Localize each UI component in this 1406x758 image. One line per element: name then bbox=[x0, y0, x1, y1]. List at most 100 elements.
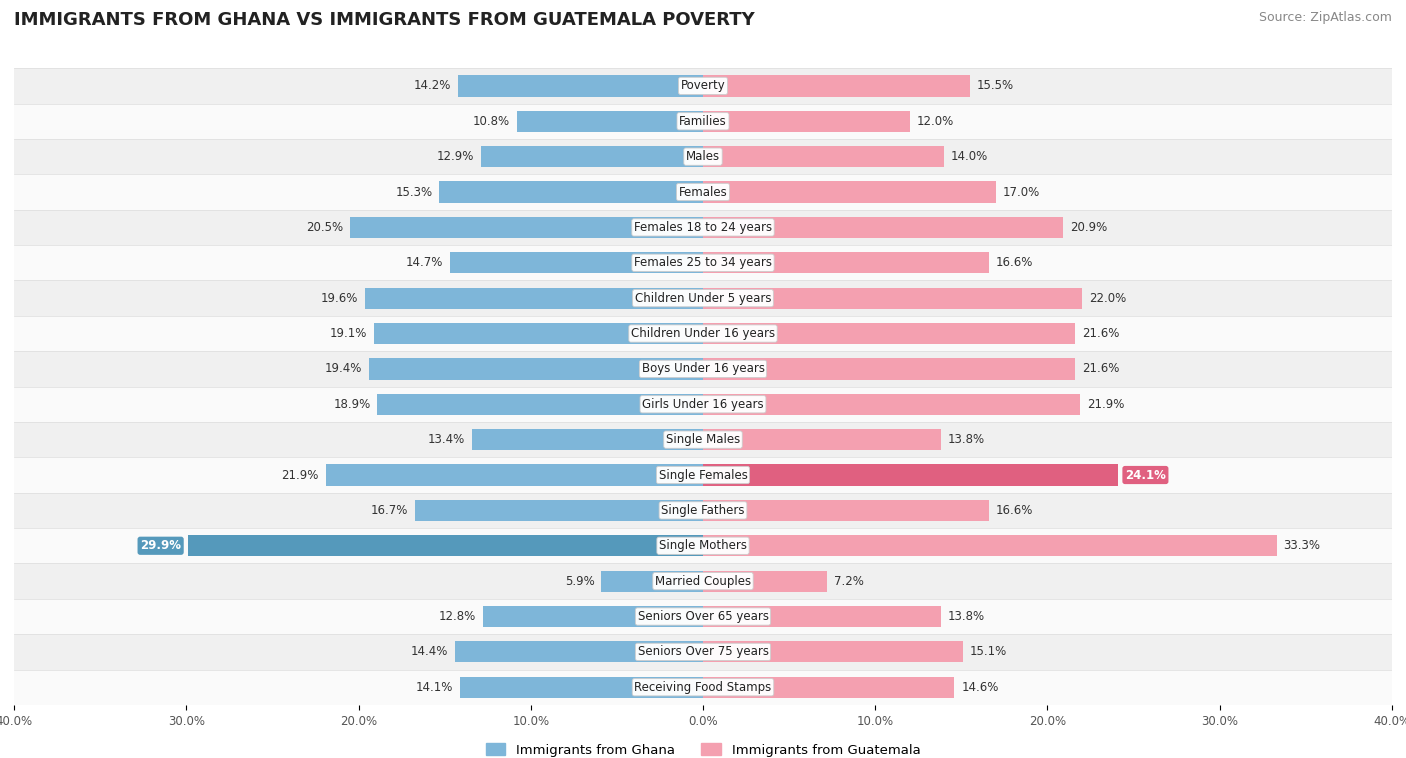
Bar bbox=[703, 323, 1076, 344]
Text: 19.4%: 19.4% bbox=[325, 362, 361, 375]
Bar bbox=[14, 387, 1392, 422]
Bar bbox=[14, 528, 1392, 563]
Bar bbox=[377, 393, 703, 415]
Text: Seniors Over 65 years: Seniors Over 65 years bbox=[637, 610, 769, 623]
Text: 16.6%: 16.6% bbox=[995, 256, 1033, 269]
Text: 18.9%: 18.9% bbox=[333, 398, 371, 411]
Bar bbox=[472, 429, 703, 450]
Text: 21.9%: 21.9% bbox=[1087, 398, 1125, 411]
Bar bbox=[14, 457, 1392, 493]
Bar bbox=[703, 429, 941, 450]
Bar bbox=[703, 217, 1063, 238]
Text: Families: Families bbox=[679, 114, 727, 128]
Bar bbox=[703, 252, 988, 274]
Bar bbox=[415, 500, 703, 521]
Text: 14.7%: 14.7% bbox=[405, 256, 443, 269]
Bar bbox=[14, 139, 1392, 174]
Text: Single Mothers: Single Mothers bbox=[659, 539, 747, 553]
Text: 16.7%: 16.7% bbox=[371, 504, 409, 517]
Bar bbox=[482, 606, 703, 627]
Text: 7.2%: 7.2% bbox=[834, 575, 863, 587]
Bar bbox=[14, 174, 1392, 210]
Text: 12.0%: 12.0% bbox=[917, 114, 953, 128]
Text: 24.1%: 24.1% bbox=[1125, 468, 1166, 481]
Bar bbox=[460, 677, 703, 698]
Text: 15.3%: 15.3% bbox=[395, 186, 433, 199]
Bar bbox=[703, 606, 941, 627]
Bar bbox=[14, 563, 1392, 599]
Text: Source: ZipAtlas.com: Source: ZipAtlas.com bbox=[1258, 11, 1392, 24]
Bar bbox=[188, 535, 703, 556]
Bar bbox=[517, 111, 703, 132]
Text: 21.9%: 21.9% bbox=[281, 468, 319, 481]
Bar bbox=[374, 323, 703, 344]
Bar bbox=[14, 599, 1392, 634]
Bar bbox=[14, 245, 1392, 280]
Text: Females 25 to 34 years: Females 25 to 34 years bbox=[634, 256, 772, 269]
Bar bbox=[703, 75, 970, 96]
Text: 33.3%: 33.3% bbox=[1284, 539, 1320, 553]
Bar bbox=[14, 104, 1392, 139]
Legend: Immigrants from Ghana, Immigrants from Guatemala: Immigrants from Ghana, Immigrants from G… bbox=[481, 738, 925, 758]
Bar bbox=[703, 181, 995, 202]
Text: 29.9%: 29.9% bbox=[141, 539, 181, 553]
Text: 12.8%: 12.8% bbox=[439, 610, 475, 623]
Text: Females: Females bbox=[679, 186, 727, 199]
Bar bbox=[703, 535, 1277, 556]
Text: 15.5%: 15.5% bbox=[977, 80, 1014, 92]
Bar bbox=[703, 677, 955, 698]
Bar bbox=[703, 393, 1080, 415]
Bar bbox=[14, 422, 1392, 457]
Text: 14.2%: 14.2% bbox=[415, 80, 451, 92]
Bar bbox=[368, 359, 703, 380]
Bar bbox=[450, 252, 703, 274]
Text: 15.1%: 15.1% bbox=[970, 645, 1007, 659]
Bar bbox=[703, 500, 988, 521]
Text: 16.6%: 16.6% bbox=[995, 504, 1033, 517]
Text: Single Fathers: Single Fathers bbox=[661, 504, 745, 517]
Text: Single Males: Single Males bbox=[666, 433, 740, 446]
Text: Married Couples: Married Couples bbox=[655, 575, 751, 587]
Bar bbox=[14, 280, 1392, 316]
Text: 12.9%: 12.9% bbox=[436, 150, 474, 163]
Text: 14.6%: 14.6% bbox=[962, 681, 998, 694]
Text: Single Females: Single Females bbox=[658, 468, 748, 481]
Text: 14.1%: 14.1% bbox=[416, 681, 453, 694]
Text: Children Under 5 years: Children Under 5 years bbox=[634, 292, 772, 305]
Bar bbox=[350, 217, 703, 238]
Bar bbox=[703, 641, 963, 662]
Bar bbox=[14, 316, 1392, 351]
Text: 20.9%: 20.9% bbox=[1070, 221, 1107, 234]
Text: Receiving Food Stamps: Receiving Food Stamps bbox=[634, 681, 772, 694]
Bar bbox=[703, 359, 1076, 380]
Text: 19.1%: 19.1% bbox=[330, 327, 367, 340]
Text: 17.0%: 17.0% bbox=[1002, 186, 1040, 199]
Bar bbox=[14, 669, 1392, 705]
Bar bbox=[14, 634, 1392, 669]
Bar bbox=[703, 111, 910, 132]
Text: 10.8%: 10.8% bbox=[472, 114, 510, 128]
Bar bbox=[14, 68, 1392, 104]
Bar bbox=[326, 465, 703, 486]
Bar bbox=[703, 465, 1118, 486]
Bar bbox=[703, 287, 1083, 309]
Text: 22.0%: 22.0% bbox=[1088, 292, 1126, 305]
Bar bbox=[458, 75, 703, 96]
Text: 19.6%: 19.6% bbox=[321, 292, 359, 305]
Text: Males: Males bbox=[686, 150, 720, 163]
Text: 14.4%: 14.4% bbox=[411, 645, 449, 659]
Text: 21.6%: 21.6% bbox=[1083, 362, 1119, 375]
Text: 5.9%: 5.9% bbox=[565, 575, 595, 587]
Text: Girls Under 16 years: Girls Under 16 years bbox=[643, 398, 763, 411]
Text: 13.4%: 13.4% bbox=[427, 433, 465, 446]
Text: IMMIGRANTS FROM GHANA VS IMMIGRANTS FROM GUATEMALA POVERTY: IMMIGRANTS FROM GHANA VS IMMIGRANTS FROM… bbox=[14, 11, 755, 30]
Text: 20.5%: 20.5% bbox=[307, 221, 343, 234]
Text: Females 18 to 24 years: Females 18 to 24 years bbox=[634, 221, 772, 234]
Text: Poverty: Poverty bbox=[681, 80, 725, 92]
Bar bbox=[703, 571, 827, 592]
Text: 13.8%: 13.8% bbox=[948, 610, 984, 623]
Bar bbox=[703, 146, 945, 168]
Bar bbox=[366, 287, 703, 309]
Bar bbox=[14, 351, 1392, 387]
Text: 13.8%: 13.8% bbox=[948, 433, 984, 446]
